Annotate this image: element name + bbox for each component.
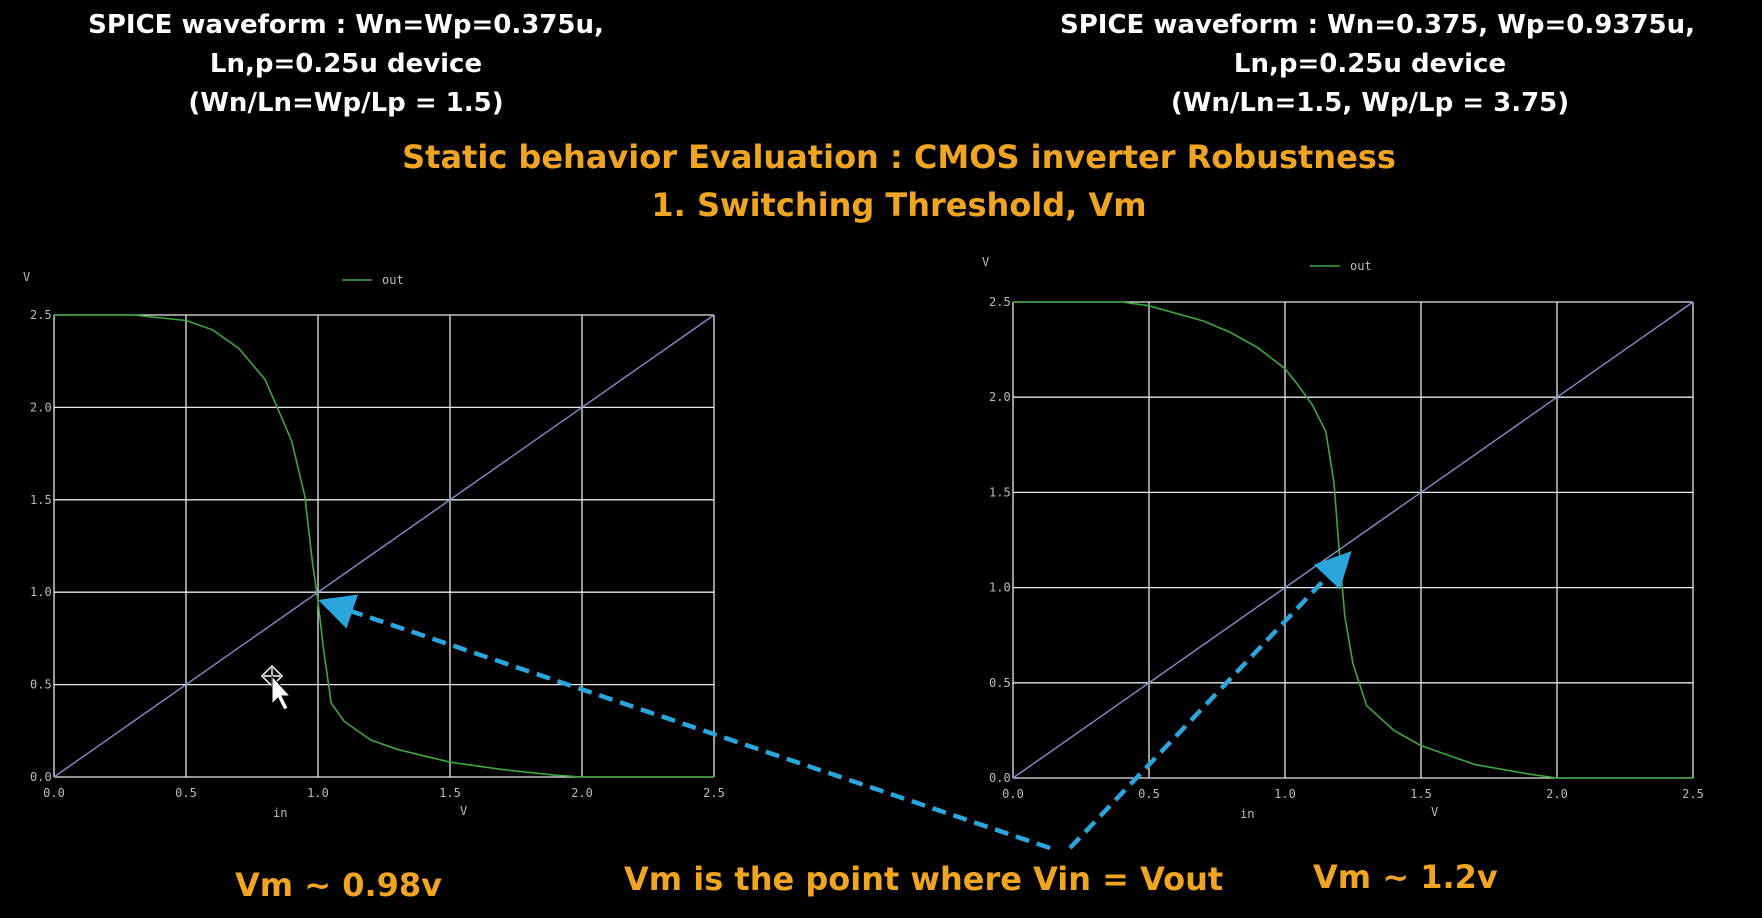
y-tick-label: 0.5	[30, 678, 52, 692]
x-tick-label: 0.5	[1138, 787, 1160, 801]
vtc-chart-right: 0.0 0.5 1.0 1.5 2.0 2.5 0.0 0.5 1.0 1.5 2.0 2.5 Vin V…	[982, 255, 1704, 821]
header-left-line-1: SPICE waveform : Wn=Wp=0.375u,	[88, 10, 604, 40]
x-tick-label: 1.5	[439, 786, 461, 800]
y-tick-label: 2.5	[30, 308, 52, 322]
header-right-line-2: Ln,p=0.25u device	[1233, 49, 1507, 79]
x-axis-label: in	[1240, 807, 1254, 821]
annotation-arrows	[318, 550, 1352, 851]
vtc-chart-left: 0.0 0.5 1.0 1.5 2.0 2.5 0.0 0.5 1.0 1.5 2.0 2.5 Vin V…	[23, 270, 725, 820]
x-tick-label: 2.0	[571, 786, 593, 800]
x-tick-label: 0.5	[175, 786, 197, 800]
y-tick-label: 2.0	[30, 400, 52, 414]
x-tick-label: 2.5	[703, 786, 725, 800]
header-right: SPICE waveform : Wn=0.375, Wp=0.9375u, L…	[1060, 6, 1696, 123]
vm-label-right: Vm ~ 1.2v	[1313, 858, 1498, 896]
y-tick-label: 0.0	[989, 771, 1011, 785]
slide-title: Static behavior Evaluation : CMOS invert…	[402, 138, 1396, 176]
vm-definition: Vm is the point where Vin = Vout	[624, 860, 1224, 898]
x-axis-label: in	[273, 806, 287, 820]
chart-legend: out	[342, 273, 404, 287]
arrow-to-vm-right	[1068, 550, 1352, 850]
x-tick-label: 1.0	[307, 786, 329, 800]
x-tick-label: 2.5	[1682, 787, 1704, 801]
x-tick-label: 1.5	[1410, 787, 1432, 801]
series-diagonal-line	[53, 314, 715, 778]
slide-subtitle: 1. Switching Threshold, Vm	[651, 186, 1147, 224]
y-axis-label: V	[982, 255, 989, 269]
x-tick-label: 2.0	[1546, 787, 1568, 801]
arrow-to-vm-left	[318, 594, 1051, 851]
y-tick-label: 0.5	[989, 676, 1011, 690]
x-axis-unit: V	[460, 804, 467, 818]
header-right-line-3: (Wn/Ln=1.5, Wp/Lp = 3.75)	[1170, 88, 1570, 118]
y-tick-label: 1.5	[30, 493, 52, 507]
y-tick-label: 2.5	[989, 295, 1011, 309]
y-tick-label: 1.0	[30, 585, 52, 599]
series-diagonal-line	[1012, 301, 1694, 779]
y-tick-label: 1.5	[989, 485, 1011, 499]
chart-legend: out	[1310, 259, 1372, 273]
header-left-line-2: Ln,p=0.25u device	[209, 49, 483, 79]
legend-label-out: out	[382, 273, 404, 287]
x-tick-label: 0.0	[43, 786, 65, 800]
series-out-line	[1013, 301, 1693, 779]
x-tick-label: 0.0	[1002, 787, 1024, 801]
header-left: SPICE waveform : Wn=Wp=0.375u, Ln,p=0.25…	[36, 6, 656, 123]
x-tick-label: 1.0	[1274, 787, 1296, 801]
header-right-line-1: SPICE waveform : Wn=0.375, Wp=0.9375u,	[1060, 10, 1696, 40]
move-cursor-icon	[260, 664, 292, 711]
y-tick-label: 0.0	[30, 770, 52, 784]
legend-label-out: out	[1350, 259, 1372, 273]
header-left-line-3: (Wn/Ln=Wp/Lp = 1.5)	[188, 88, 504, 118]
vm-label-left: Vm ~ 0.98v	[235, 866, 443, 904]
y-axis-label: V	[23, 270, 30, 284]
x-axis-unit: V	[1431, 805, 1438, 819]
y-tick-label: 1.0	[989, 581, 1011, 595]
y-tick-label: 2.0	[989, 390, 1011, 404]
